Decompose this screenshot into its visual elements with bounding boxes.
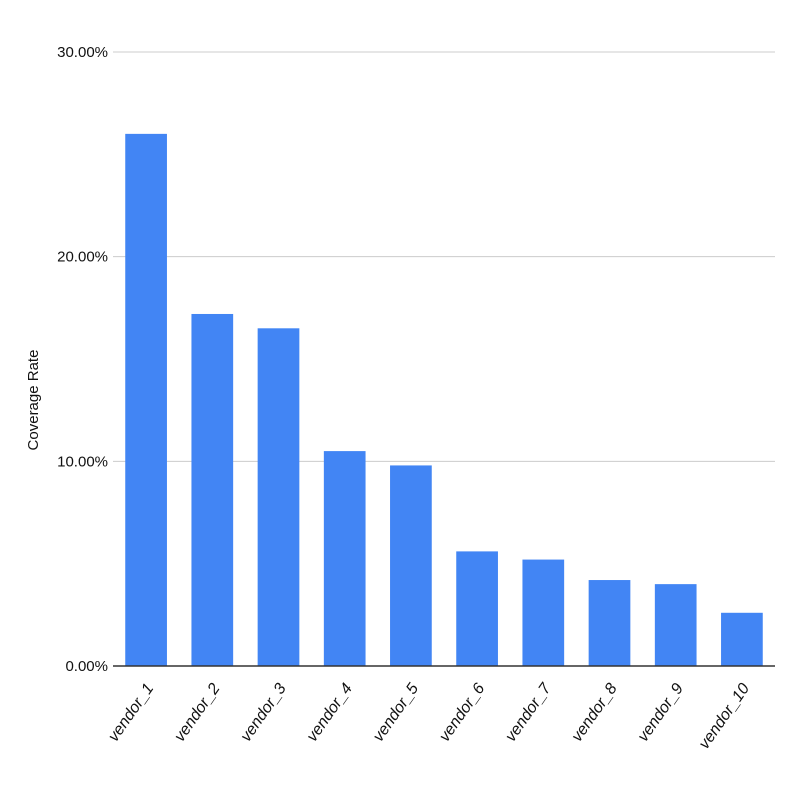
y-axis-title: Coverage Rate	[25, 350, 42, 451]
y-tick-label: 10.00%	[57, 453, 108, 470]
bar-vendor_2	[191, 313, 234, 666]
x-tick-label: vendor_7	[502, 680, 555, 745]
y-tick-label: 0.00%	[65, 658, 108, 675]
y-tick-label: 20.00%	[57, 249, 108, 266]
x-tick-label: vendor_4	[304, 680, 356, 744]
y-tick-label: 30.00%	[57, 44, 108, 61]
bar-vendor_8	[588, 580, 631, 666]
x-tick-labels: vendor_1 vendor_2 vendor_3 vendor_4 vendor_5…	[105, 680, 753, 753]
bar-vendor_7	[522, 559, 565, 666]
x-tick-label: vendor_2	[171, 680, 223, 744]
bar-vendor_10	[721, 612, 763, 666]
x-tick-label: vendor_6	[436, 680, 488, 744]
x-tick-label: vendor_8	[569, 680, 621, 744]
x-tick-label: vendor_9	[635, 680, 687, 744]
bar-vendor_1	[125, 133, 167, 666]
bar-vendor_9	[654, 584, 697, 666]
bar-vendor_6	[456, 551, 498, 666]
x-tick-label: vendor_3	[238, 680, 290, 744]
x-tick-label: vendor_5	[370, 680, 422, 744]
bar-vendor_5	[390, 465, 432, 666]
bar-vendor_3	[257, 328, 300, 666]
bar-vendor_4	[323, 451, 366, 666]
bars	[125, 133, 763, 666]
x-tick-label: vendor_10	[696, 680, 753, 752]
y-tick-labels: 0.00% 10.00% 20.00% 30.00%	[57, 44, 108, 675]
x-tick-label: vendor_1	[105, 681, 157, 745]
